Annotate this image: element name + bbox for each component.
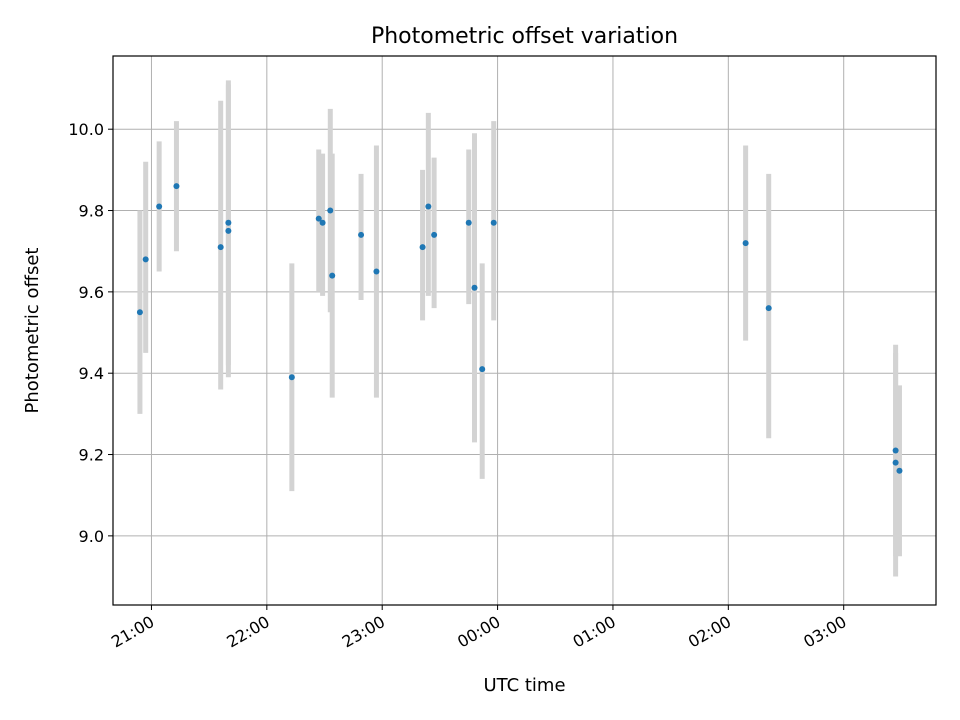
data-point bbox=[142, 256, 149, 263]
data-point bbox=[892, 459, 899, 466]
data-point bbox=[327, 207, 334, 214]
data-point bbox=[742, 240, 749, 247]
point-layer bbox=[136, 183, 903, 474]
data-point bbox=[173, 183, 180, 190]
data-point bbox=[225, 219, 232, 226]
data-point bbox=[419, 244, 426, 251]
data-point bbox=[471, 284, 478, 291]
y-tick-label: 9.2 bbox=[79, 446, 104, 465]
data-point bbox=[431, 231, 438, 238]
data-point bbox=[288, 374, 295, 381]
data-point bbox=[217, 244, 224, 251]
grid-layer bbox=[113, 56, 936, 605]
data-point bbox=[136, 309, 143, 316]
y-tick-label: 10.0 bbox=[68, 120, 104, 139]
data-point bbox=[765, 305, 772, 312]
data-point bbox=[329, 272, 336, 279]
data-point bbox=[490, 219, 497, 226]
data-point bbox=[425, 203, 432, 210]
plot-frame bbox=[112, 55, 937, 606]
data-point bbox=[892, 447, 899, 454]
data-point bbox=[358, 231, 365, 238]
data-point bbox=[156, 203, 163, 210]
x-axis-label: UTC time bbox=[483, 675, 565, 696]
y-axis: 9.0 9.2 9.4 9.6 9.8 10.0 bbox=[68, 120, 113, 546]
y-tick-label: 9.0 bbox=[79, 527, 104, 546]
data-point bbox=[225, 227, 232, 234]
y-tick-label: 9.4 bbox=[79, 364, 104, 383]
y-tick-label: 9.6 bbox=[79, 283, 104, 302]
data-point bbox=[319, 219, 326, 226]
data-point bbox=[896, 467, 903, 474]
chart-title: Photometric offset variation bbox=[371, 24, 678, 49]
y-axis-label: Photometric offset bbox=[22, 248, 43, 414]
data-point bbox=[315, 215, 322, 222]
data-point bbox=[465, 219, 472, 226]
data-point bbox=[479, 366, 486, 373]
data-point bbox=[373, 268, 380, 275]
y-tick-label: 9.8 bbox=[79, 202, 104, 221]
